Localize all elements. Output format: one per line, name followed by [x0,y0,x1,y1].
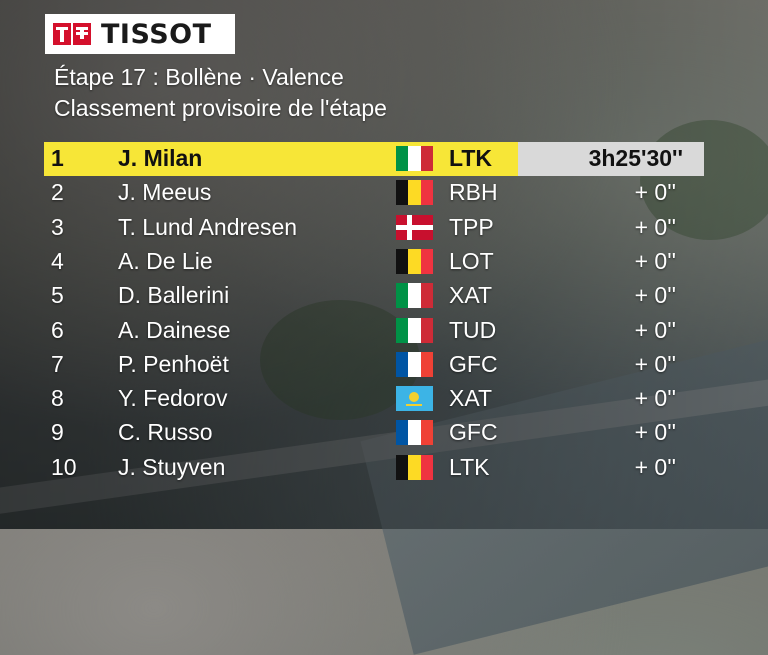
rider-name: J. Meeus [118,179,212,206]
rider-name: T. Lund Andresen [118,213,298,240]
rank: 6 [51,316,64,343]
time-box [518,142,704,176]
time-gap: + 0'' [634,213,676,240]
team-code: XAT [449,385,493,412]
rank: 2 [51,179,64,206]
rank: 5 [51,282,64,309]
team-code: LOT [449,247,494,274]
logo-text: TISSOT [101,18,212,50]
team-code: LTK [449,145,493,171]
rider-name: A. Dainese [118,316,231,343]
rider-name: P. Penhoët [118,350,229,377]
belgium-flag-icon [396,454,433,480]
time-gap: + 0'' [634,419,676,446]
rider-name: A. De Lie [118,247,213,274]
italy-flag-icon [396,317,433,343]
time-gap: + 0'' [634,179,676,206]
winning-time: 3h25'30'' [588,145,683,171]
background-trees [260,300,420,420]
belgium-flag-icon [396,180,433,206]
kazakhstan-flag-icon [396,386,433,412]
team-code: RBH [449,179,498,206]
table-row: 3 T. Lund Andresen TPP + 0'' [0,211,768,245]
time-gap: + 0'' [634,282,676,309]
stage-title: Étape 17 : Bollène · Valence [54,64,344,90]
rank: 8 [51,385,64,412]
team-code: LTK [449,453,490,480]
team-code: XAT [449,282,493,309]
time-gap: + 0'' [634,453,676,480]
rider-name: J. Milan [118,145,203,171]
rider-name: Y. Fedorov [118,385,228,412]
table-row-leader: 1 J. Milan LTK 3h25'30'' [0,142,768,176]
table-row: 8 Y. Fedorov XAT + 0'' [0,382,768,416]
table-row: 5 D. Ballerini XAT + 0'' [0,279,768,313]
team-code: GFC [449,419,498,446]
time-gap: + 0'' [634,316,676,343]
denmark-flag-icon [396,214,433,240]
stage-subtitle: Classement provisoire de l'étape [54,95,387,121]
italy-flag-icon [396,283,433,309]
team-code: TUD [449,316,497,343]
table-row: 6 A. Dainese TUD + 0'' [0,314,768,348]
rank: 9 [51,419,64,446]
leader-highlight [44,142,518,176]
rank: 10 [51,453,77,480]
france-flag-icon [396,420,433,446]
rank: 4 [51,247,64,274]
rider-name: J. Stuyven [118,453,226,480]
rank: 3 [51,213,64,240]
rank: 1 [51,145,64,171]
table-row: 7 P. Penhoët GFC + 0'' [0,348,768,382]
background-shade [0,0,768,529]
rider-name: D. Ballerini [118,282,230,309]
rank: 7 [51,350,64,377]
team-code: TPP [449,213,494,240]
tissot-logo: TISSOT [45,14,235,54]
team-code: GFC [449,350,498,377]
table-row: 4 A. De Lie LOT + 0'' [0,245,768,279]
time-gap: + 0'' [634,247,676,274]
table-row: 10 J. Stuyven LTK + 0'' [0,451,768,485]
table-row: 2 J. Meeus RBH + 0'' [0,176,768,210]
table-row: 9 C. Russo GFC + 0'' [0,416,768,450]
time-gap: + 0'' [634,350,676,377]
italy-flag-icon [396,146,433,171]
france-flag-icon [396,351,433,377]
tissot-cross-icon [53,21,95,47]
background-trees [640,120,768,240]
rider-name: C. Russo [118,419,213,446]
belgium-flag-icon [396,248,433,274]
time-gap: + 0'' [634,385,676,412]
